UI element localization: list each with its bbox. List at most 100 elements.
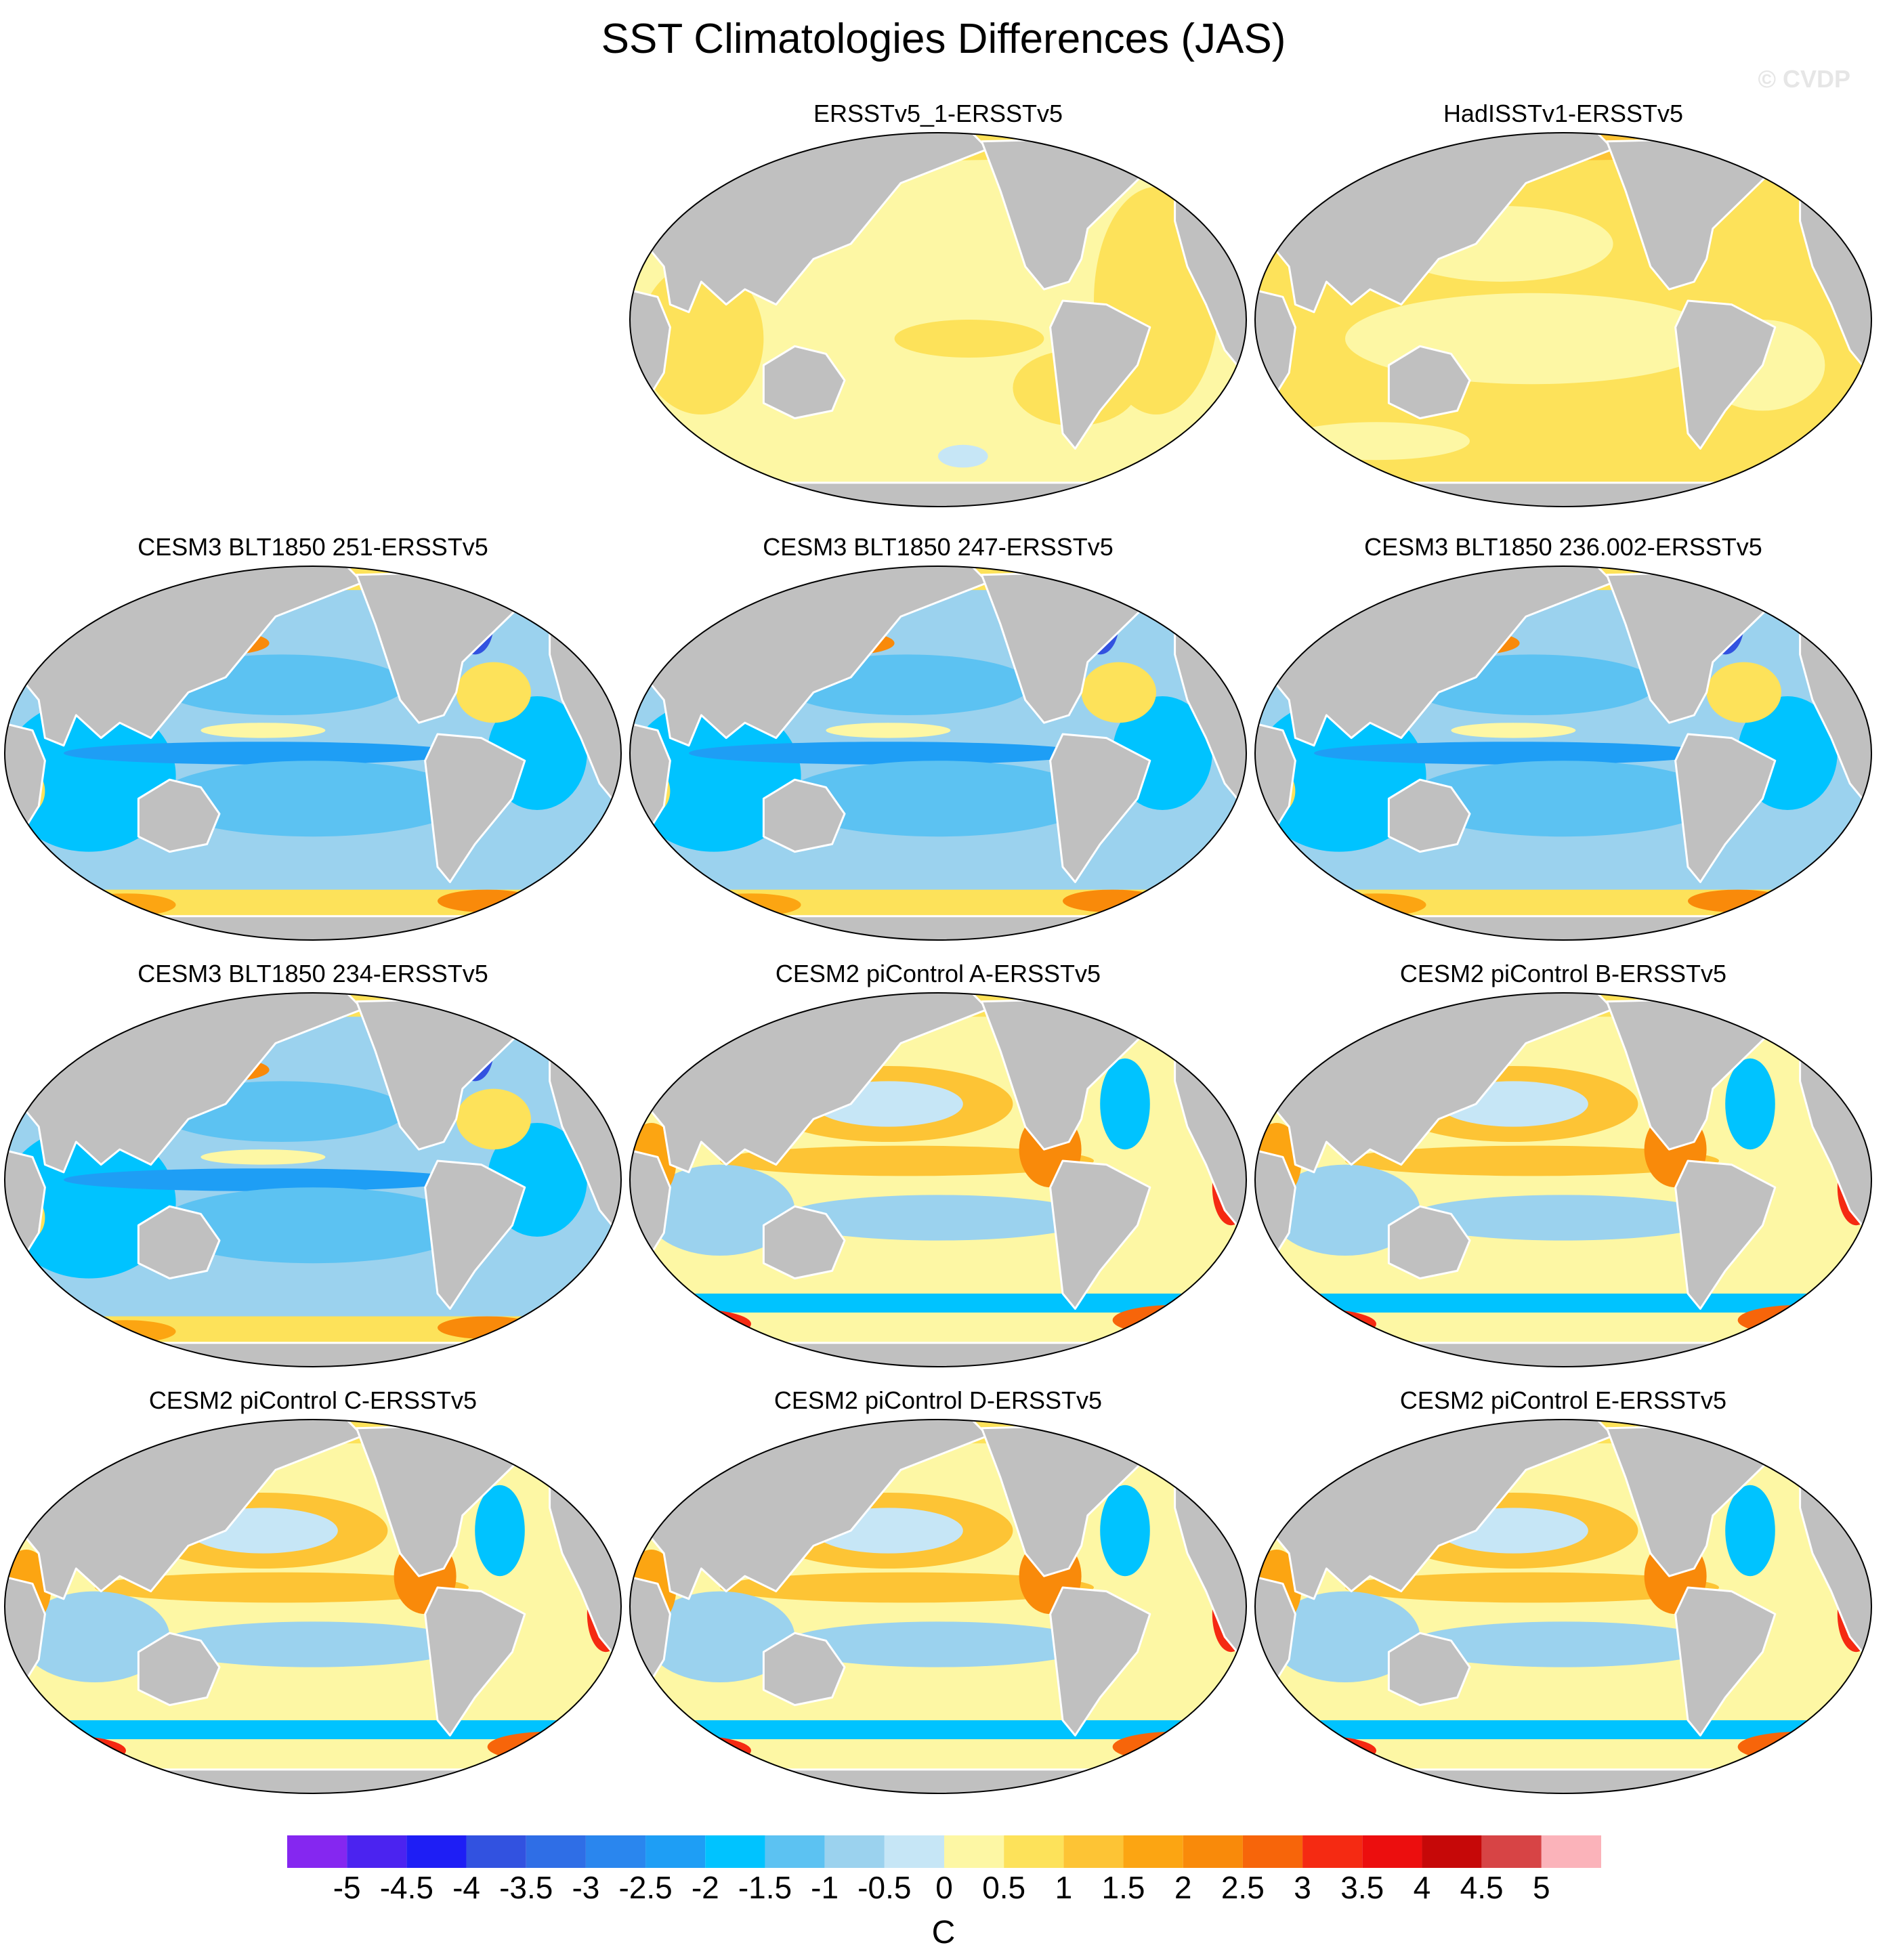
southern-ocean-warm xyxy=(630,889,1246,916)
colorbar-swatch xyxy=(1242,1835,1303,1868)
landmass-antarctica xyxy=(5,915,621,940)
colorbar-tick-label: 4 xyxy=(1413,1870,1431,1905)
map-border xyxy=(1254,992,1872,1367)
panel-title: ERSSTv5_1-ERSSTv5 xyxy=(813,100,1063,127)
colorbar-tick-label: 1.5 xyxy=(1101,1870,1145,1905)
equatorial-cool-tongue xyxy=(1314,742,1713,765)
colorbar-swatch xyxy=(1302,1835,1363,1868)
landmass-australia xyxy=(1387,345,1471,420)
map-panel: CESM2 piControl C-ERSSTv5 xyxy=(1,1387,624,1808)
map-panel: CESM3 BLT1850 234-ERSSTv5 xyxy=(1,960,624,1382)
panel-title: CESM3 BLT1850 247-ERSSTv5 xyxy=(763,533,1114,561)
map-border xyxy=(1254,132,1872,507)
colorbar-swatch xyxy=(884,1835,944,1868)
gulf-stream-warm xyxy=(1081,662,1156,723)
landmass-southAmerica xyxy=(424,1586,526,1737)
colorbar-swatch xyxy=(585,1835,646,1868)
southern-ocean-warm xyxy=(5,1316,621,1343)
equatorial-cool-tongue xyxy=(689,742,1088,765)
landmass-southAmerica xyxy=(1674,299,1777,450)
southern-hot-spot-2 xyxy=(487,1731,612,1762)
southern-hot-spot-2 xyxy=(1737,1304,1863,1336)
colorbar-tick-label: 2.5 xyxy=(1221,1870,1265,1905)
map-panel: HadISSTv1-ERSSTv5 xyxy=(1252,100,1875,521)
landmass-southAmerica xyxy=(424,1159,526,1310)
north-atlantic-cool xyxy=(1725,1058,1775,1150)
south-pacific-cool xyxy=(157,761,469,837)
equatorial-warm xyxy=(95,1572,469,1603)
landmass-greenland xyxy=(1737,566,1802,595)
panel-title: CESM2 piControl D-ERSSTv5 xyxy=(773,1386,1103,1414)
indian-ocean-cool xyxy=(20,1591,170,1682)
southern-hot-spot-2 xyxy=(1112,1731,1237,1762)
panel-title: CESM3 BLT1850 236.002-ERSSTv5 xyxy=(1364,533,1762,561)
map-border xyxy=(4,566,622,941)
colorbar-tick-label: 3 xyxy=(1294,1870,1311,1905)
landmass-antarctica xyxy=(1255,482,1871,507)
map-panel: CESM2 piControl A-ERSSTv5 xyxy=(627,960,1250,1382)
landmass-antarctica xyxy=(630,1768,1246,1793)
landmass-greenland xyxy=(486,1420,551,1449)
southern-hot-spot-2 xyxy=(1063,889,1163,913)
landmass-greenland xyxy=(1737,1420,1802,1449)
robinson-map xyxy=(629,992,1247,1367)
colorbar-swatch xyxy=(1183,1835,1243,1868)
landmass-greenland xyxy=(1111,1420,1176,1449)
colorbar-swatch xyxy=(287,1835,347,1868)
equatorial-warm xyxy=(1345,1572,1719,1603)
equatorial-cool-tongue xyxy=(64,1168,463,1191)
landmass-antarctica xyxy=(630,482,1246,507)
indian-ocean-cool xyxy=(645,1164,795,1256)
north-atlantic-cool xyxy=(1100,1485,1150,1577)
landmass-australia xyxy=(137,1632,221,1707)
equatorial-warm xyxy=(720,1145,1094,1176)
equatorial-warm xyxy=(720,1572,1094,1603)
southern-ocean-warm xyxy=(5,889,621,916)
north-atlantic-cool xyxy=(475,1485,525,1577)
landmass-antarctica xyxy=(5,1342,621,1367)
southern-hot-spot-1 xyxy=(76,893,176,916)
south-pacific-cool xyxy=(157,1621,469,1667)
robinson-map xyxy=(4,566,622,941)
landmass-southAmerica xyxy=(1674,1586,1777,1737)
landmass-australia xyxy=(762,1632,846,1707)
tropical-warm-strip xyxy=(826,723,951,738)
colorbar-swatch xyxy=(1481,1835,1542,1868)
north-atlantic-cool xyxy=(1100,1058,1150,1150)
landmass-southAmerica xyxy=(1674,733,1777,883)
colorbar-swatch xyxy=(1063,1835,1124,1868)
map-border xyxy=(1254,1419,1872,1794)
map-panel: CESM2 piControl B-ERSSTv5 xyxy=(1252,960,1875,1382)
colorbar-tick-label: 2 xyxy=(1174,1870,1192,1905)
southern-hot-spot-1 xyxy=(1326,893,1426,916)
southern-hot-spot-2 xyxy=(1737,1731,1863,1762)
map-panel: CESM2 piControl D-ERSSTv5 xyxy=(627,1387,1250,1808)
south-pacific-cool xyxy=(1407,761,1719,837)
landmass-greenland xyxy=(1111,133,1176,162)
map-panel: CESM3 BLT1850 236.002-ERSSTv5 xyxy=(1252,534,1875,955)
tropical-warm-strip xyxy=(200,1149,326,1165)
landmass-antarctica xyxy=(1255,915,1871,940)
indian-ocean-cool xyxy=(1270,1591,1420,1682)
colorbar-swatch xyxy=(1422,1835,1482,1868)
south-pacific-cool xyxy=(157,1187,469,1264)
landmass-southAmerica xyxy=(1674,1159,1777,1310)
colorbar-tick-labels: -5 -4.5 -4 -3.5 -3 -2.5 -2 -1.5 -1 -0.5 0 0.5 1 1.5 2 2… xyxy=(0,1869,1887,1910)
robinson-map xyxy=(4,1419,622,1794)
colorbar-tick-label: -5 xyxy=(333,1870,361,1905)
colorbar-swatch xyxy=(1362,1835,1422,1868)
colorbar-tick-label: -3.5 xyxy=(499,1870,553,1905)
map-border xyxy=(629,1419,1247,1794)
map-border xyxy=(629,992,1247,1367)
landmass-greenland xyxy=(1111,566,1176,595)
colorbar-swatch xyxy=(705,1835,765,1868)
watermark: © CVDP xyxy=(1758,65,1850,93)
gulf-stream-warm xyxy=(456,662,531,723)
robinson-map xyxy=(1254,566,1872,941)
robinson-map xyxy=(4,992,622,1367)
landmass-antarctica xyxy=(630,1342,1246,1367)
landmass-southAmerica xyxy=(1049,733,1151,883)
southern-hot-spot-1 xyxy=(630,1735,751,1766)
colorbar-tick-label: 1 xyxy=(1055,1870,1073,1905)
landmass-australia xyxy=(137,1205,221,1280)
